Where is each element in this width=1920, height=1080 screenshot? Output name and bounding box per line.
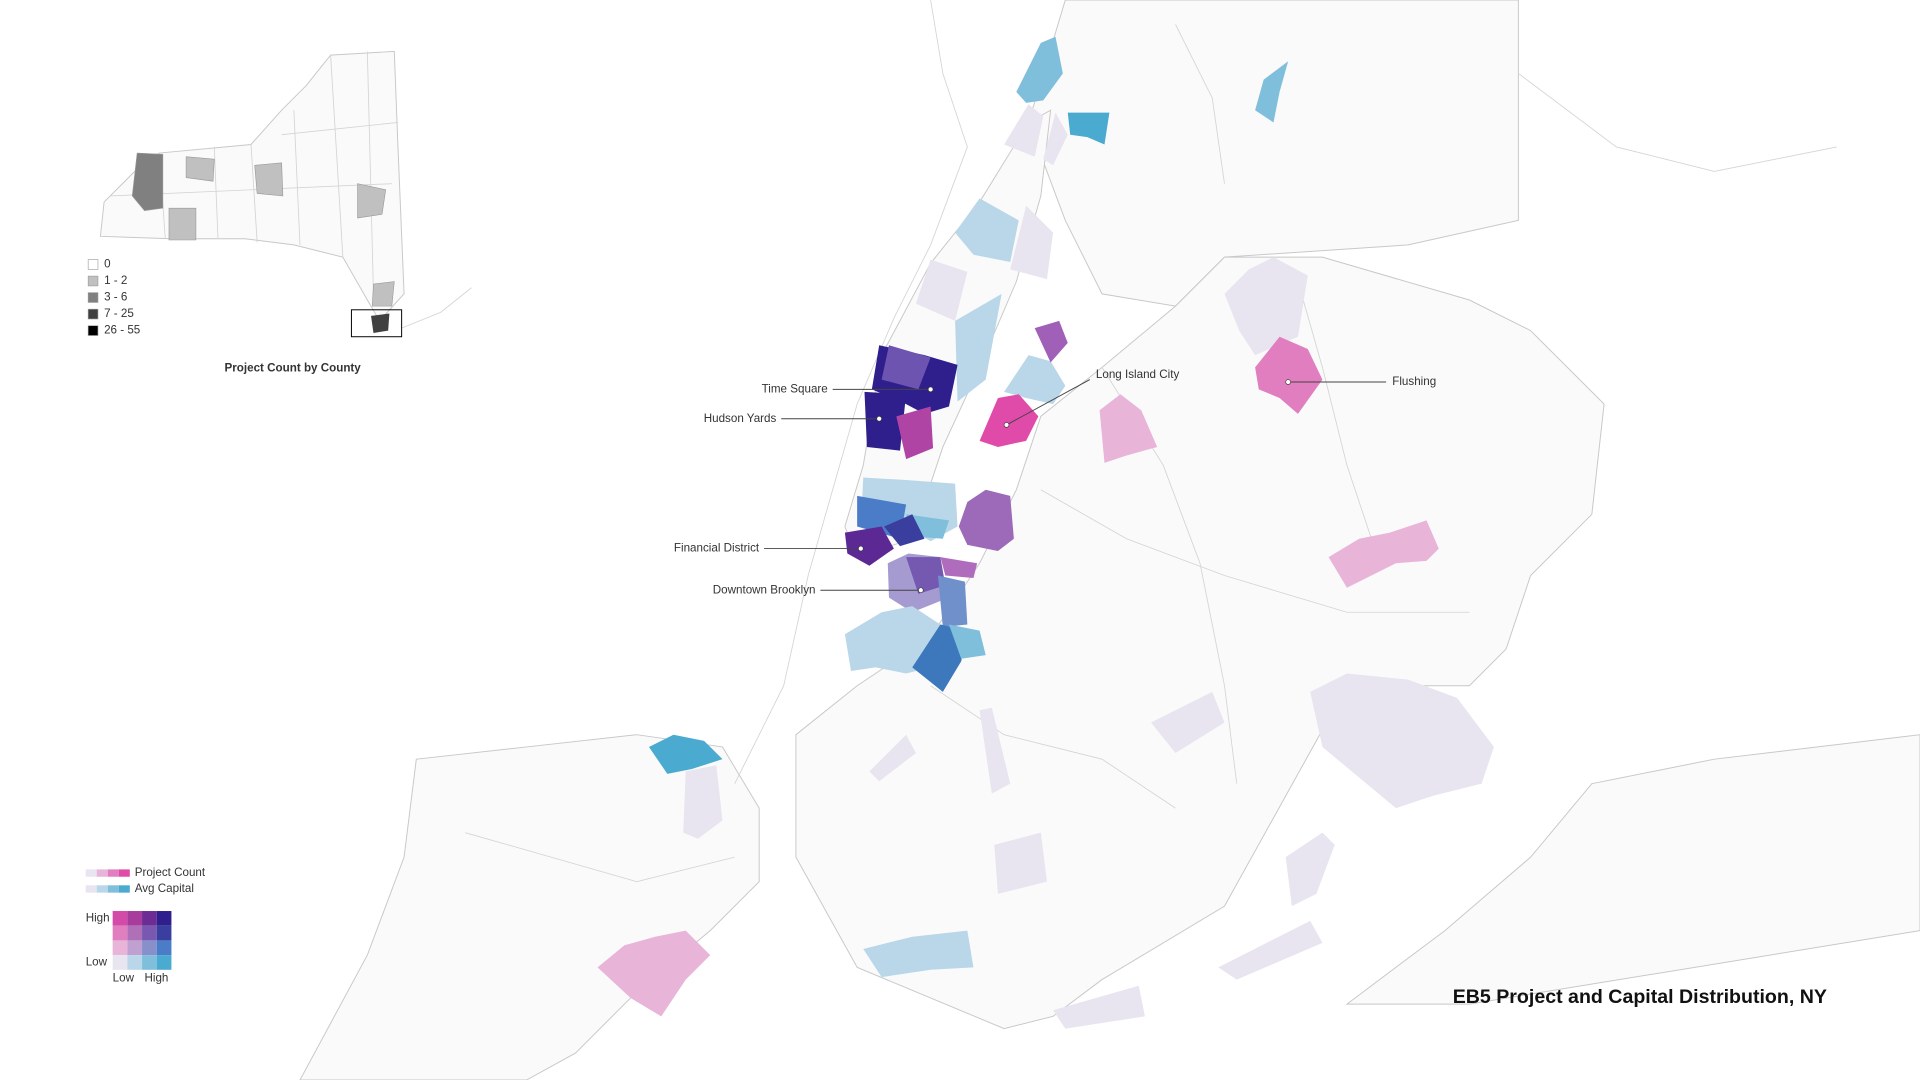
legend-swatch [87,292,99,303]
state-inset: Project Count by County 0 1 - 2 3 - 6 7 - 2… [87,50,472,375]
legend-axis-label: High [86,911,110,924]
place-dot [876,416,882,422]
legend-swatch [87,259,99,270]
place-label: Time Square [762,382,828,395]
bivariate-legend: Project Count Avg Capital High Low Low H… [85,866,206,984]
place-labels: Time Square Hudson Yards Long Island Cit… [674,368,1436,597]
map-title: EB5 Project and Capital Distribution, NY [1453,986,1827,1008]
legend-axis-label: Low [86,956,108,969]
place-label: Flushing [1392,375,1436,388]
base-land [299,0,1920,1080]
legend-axis-label: High [144,971,168,984]
place-label: Financial District [674,542,760,555]
place-dot [1003,422,1010,428]
legend-label: Avg Capital [135,882,194,895]
legend-label: 7 - 25 [104,307,134,320]
legend-swatch [87,308,99,320]
place-dot [927,386,934,393]
leader-line [1006,379,1091,426]
place-dot [1285,379,1291,385]
legend-label: 0 [104,258,111,271]
legend-label: 26 - 55 [104,324,140,337]
place-label: Long Island City [1096,368,1180,381]
legend-swatch [87,275,99,287]
legend-label: Project Count [135,866,206,879]
place-dot [858,545,864,552]
place-label: Hudson Yards [704,412,777,425]
legend-swatch [87,325,99,336]
choropleth-areas [597,36,1494,1029]
legend-label: 3 - 6 [104,291,127,304]
legend-axis-label: Low [113,971,135,984]
legend-label: 1 - 2 [104,274,127,287]
place-label: Downtown Brooklyn [713,583,816,596]
inset-title: Project Count by County [225,362,362,375]
place-dot [918,587,924,593]
